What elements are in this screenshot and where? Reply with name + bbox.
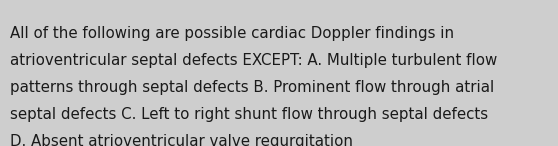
Text: patterns through septal defects B. Prominent flow through atrial: patterns through septal defects B. Promi… xyxy=(10,80,494,95)
Text: septal defects C. Left to right shunt flow through septal defects: septal defects C. Left to right shunt fl… xyxy=(10,107,488,122)
Text: atrioventricular septal defects EXCEPT: A. Multiple turbulent flow: atrioventricular septal defects EXCEPT: … xyxy=(10,53,497,68)
Text: All of the following are possible cardiac Doppler findings in: All of the following are possible cardia… xyxy=(10,26,454,41)
Text: D. Absent atrioventricular valve regurgitation: D. Absent atrioventricular valve regurgi… xyxy=(10,134,353,146)
